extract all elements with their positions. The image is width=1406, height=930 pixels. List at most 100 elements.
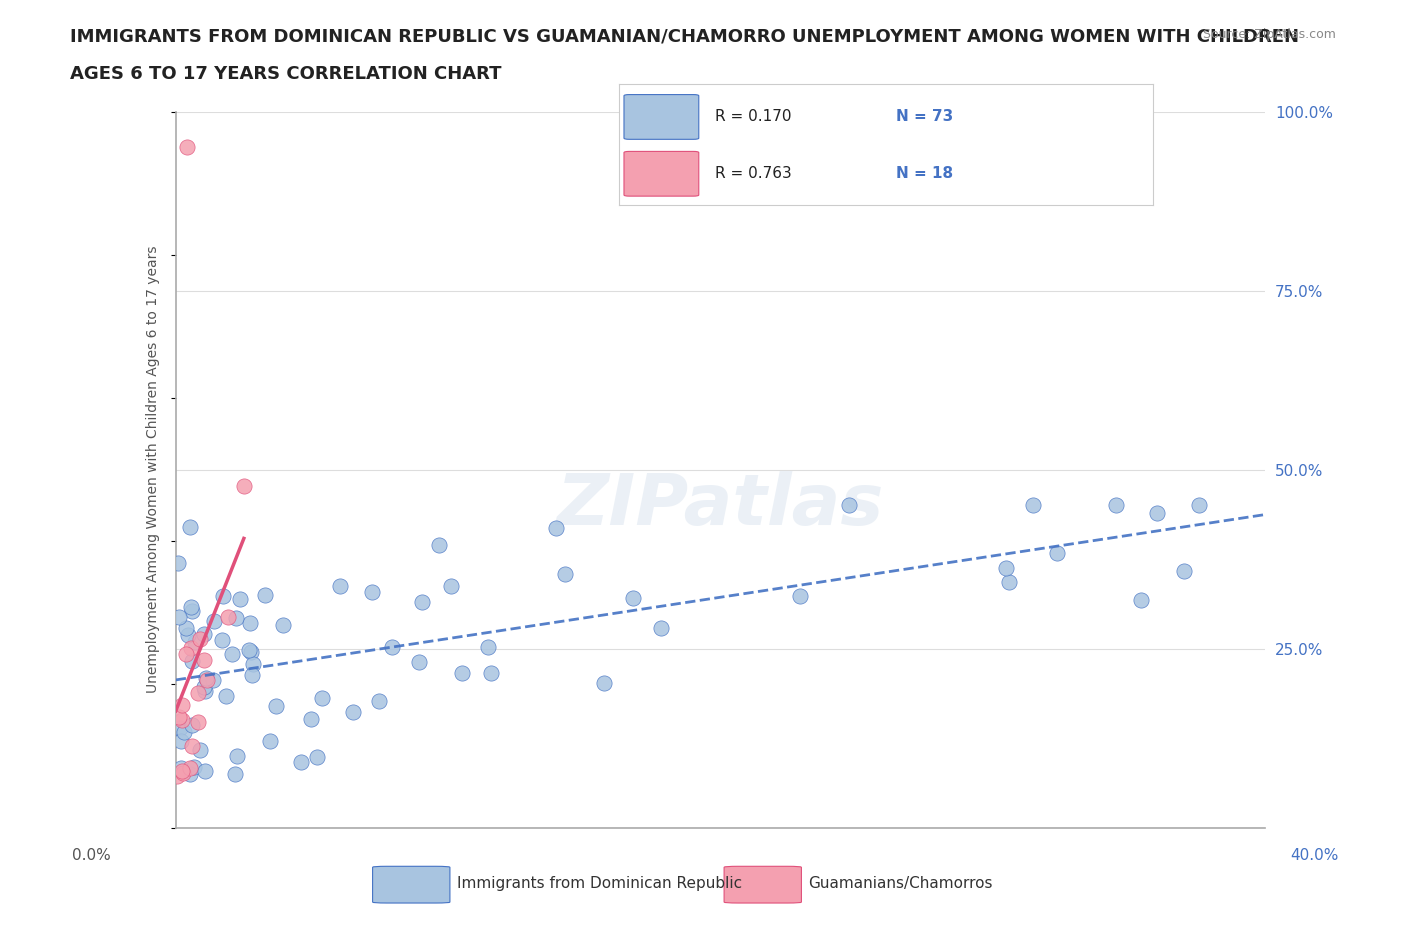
Point [195,671,218,685]
Point [214,689,236,704]
Point [169,760,191,775]
Point [179,760,201,775]
Point [170,698,193,713]
Text: AGES 6 TO 17 YEARS CORRELATION CHART: AGES 6 TO 17 YEARS CORRELATION CHART [70,65,502,83]
Point [224,766,246,781]
Point [193,680,215,695]
Point [380,640,402,655]
Point [368,694,391,709]
Point [194,684,217,698]
Point [299,712,322,727]
Point [193,627,215,642]
Point [167,609,190,624]
Point [240,668,263,683]
Point [202,672,225,687]
Point [553,567,575,582]
FancyBboxPatch shape [624,95,699,140]
Point [238,643,260,658]
Point [361,585,384,600]
Point [342,705,364,720]
Text: R = 0.170: R = 0.170 [714,109,792,124]
Point [477,639,499,654]
Point [266,698,288,713]
Text: Source: ZipAtlas.com: Source: ZipAtlas.com [1202,28,1336,41]
Text: ZIPatlas: ZIPatlas [557,471,884,540]
Point [176,620,198,635]
Point [225,611,247,626]
Point [217,609,239,624]
Text: Guamanians/Chamorros: Guamanians/Chamorros [808,876,993,891]
Point [273,618,295,632]
Point [329,579,352,594]
Text: IMMIGRANTS FROM DOMINICAN REPUBLIC VS GUAMANIAN/CHAMORRO UNEMPLOYMENT AMONG WOME: IMMIGRANTS FROM DOMINICAN REPUBLIC VS GU… [70,28,1299,46]
Point [193,653,215,668]
Point [176,140,198,155]
Point [427,538,450,552]
Point [183,759,205,774]
Point [221,646,243,661]
Point [838,498,860,513]
Point [179,520,201,535]
Point [290,754,312,769]
Point [181,738,204,753]
Point [177,628,200,643]
Point [259,734,281,749]
Point [479,665,502,680]
Point [188,742,211,757]
Point [305,750,328,764]
Point [544,521,567,536]
Point [1105,498,1128,513]
Point [166,769,188,784]
Point [172,765,194,780]
Point [181,717,204,732]
Point [170,764,193,779]
Point [1129,592,1152,607]
Point [1173,564,1195,578]
Point [170,734,193,749]
Point [225,749,247,764]
Point [187,685,209,700]
Point [194,764,217,778]
Point [593,676,616,691]
Point [229,592,252,607]
Point [195,672,218,687]
Point [451,666,474,681]
Point [997,575,1019,590]
Point [1022,498,1045,513]
Point [239,644,262,659]
Text: N = 73: N = 73 [897,109,953,124]
Point [173,724,195,739]
Point [1146,505,1168,520]
Point [202,614,225,629]
Point [408,655,430,670]
Point [180,600,202,615]
Point [212,589,235,604]
Point [1188,498,1211,513]
FancyBboxPatch shape [724,867,801,903]
Point [411,594,433,609]
Point [187,714,209,729]
Point [181,654,204,669]
Point [170,712,193,727]
Point [440,578,463,593]
Point [1046,546,1069,561]
Point [179,767,201,782]
FancyBboxPatch shape [624,152,699,196]
Point [167,555,190,570]
Point [242,657,264,671]
Point [184,634,207,649]
Point [253,588,276,603]
Point [311,690,333,705]
Text: N = 18: N = 18 [897,166,953,180]
Point [650,621,672,636]
Text: Immigrants from Dominican Republic: Immigrants from Dominican Republic [457,876,742,891]
Point [995,561,1018,576]
FancyBboxPatch shape [373,867,450,903]
Point [169,721,191,736]
Point [789,589,811,604]
Point [181,604,204,618]
Point [188,632,211,647]
Y-axis label: Unemployment Among Women with Children Ages 6 to 17 years: Unemployment Among Women with Children A… [146,246,160,694]
Point [621,591,644,605]
Point [232,478,254,493]
